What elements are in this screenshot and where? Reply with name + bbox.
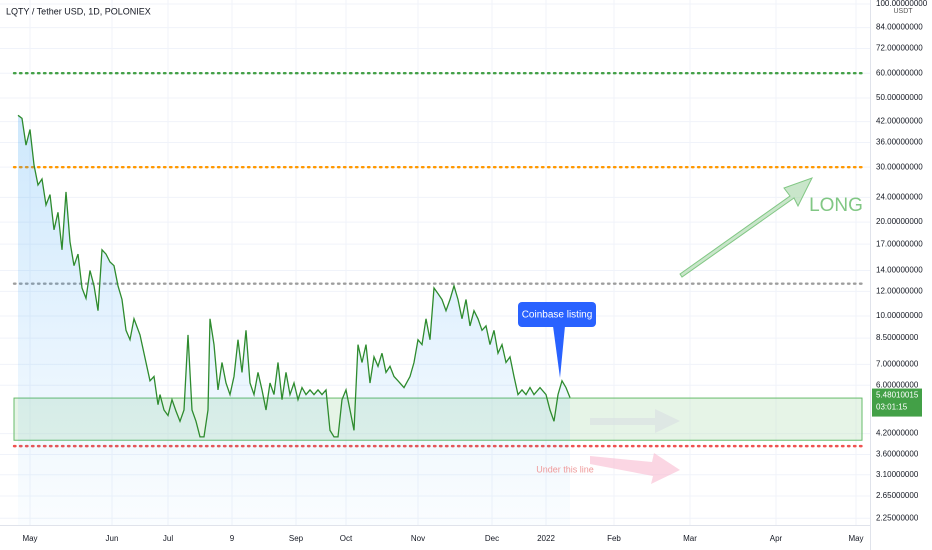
y-tick-label: 2.25000000 [876, 513, 919, 522]
x-tick-label: Feb [607, 534, 621, 543]
y-tick-label: 3.10000000 [876, 470, 919, 479]
x-tick-label: Apr [770, 534, 783, 543]
y-tick-label: 42.00000000 [876, 117, 923, 126]
y-tick-label: 24.00000000 [876, 193, 923, 202]
y-tick-label: 2.65000000 [876, 491, 919, 500]
last-price-box [872, 388, 922, 417]
annotation: Under this line [536, 464, 594, 474]
x-tick-label: Oct [340, 534, 353, 543]
price-line [17, 114, 571, 438]
y-unit: USDT [893, 8, 913, 15]
y-tick-label: 100.00000000 [876, 0, 928, 8]
y-tick-label: 7.00000000 [876, 360, 919, 369]
y-tick-label: 12.00000000 [876, 286, 923, 295]
y-tick-label: 17.00000000 [876, 239, 923, 248]
callout-pointer [553, 326, 565, 378]
annotation: LONG [809, 195, 863, 216]
x-tick-label: 9 [230, 534, 235, 543]
chart-title: LQTY / Tether USD, 1D, POLONIEX [6, 6, 151, 16]
annotation: Coinbase listing [522, 310, 593, 321]
x-tick-label: May [22, 534, 37, 543]
x-tick-label: Jul [163, 534, 173, 543]
x-tick-label: May [848, 534, 863, 543]
plot [12, 72, 864, 526]
down-arrow [590, 453, 680, 484]
y-tick-label: 4.20000000 [876, 429, 919, 438]
y-tick-label: 36.00000000 [876, 138, 923, 147]
x-tick-label: Sep [289, 534, 304, 543]
y-tick-label: 8.50000000 [876, 333, 919, 342]
y-tick-label: 10.00000000 [876, 311, 923, 320]
countdown: 03:01:15 [876, 403, 908, 412]
x-tick-label: Jun [106, 534, 119, 543]
sideways-arrow [590, 409, 680, 433]
long-arrow [679, 177, 814, 278]
x-tick-label: 2022 [537, 534, 555, 543]
y-tick-label: 72.00000000 [876, 44, 923, 53]
callout-box [518, 302, 596, 327]
x-tick-label: Dec [485, 534, 499, 543]
y-tick-label: 30.00000000 [876, 162, 923, 171]
axes: 100.00000000 84.00000000 72.00000000 60.000… [22, 0, 927, 543]
y-tick-label: 50.00000000 [876, 93, 923, 102]
y-tick-label: 6.00000000 [876, 380, 919, 389]
x-tick-label: Mar [683, 534, 697, 543]
y-tick-label: 20.00000000 [876, 217, 923, 226]
x-tick-label: Nov [411, 534, 425, 543]
y-tick-label: 3.60000000 [876, 450, 919, 459]
y-tick-label: 84.00000000 [876, 23, 923, 32]
y-tick-label: 14.00000000 [876, 266, 923, 275]
area [18, 115, 570, 526]
y-tick-label: 60.00000000 [876, 68, 923, 77]
last-price: 5.48010015 [876, 391, 919, 400]
